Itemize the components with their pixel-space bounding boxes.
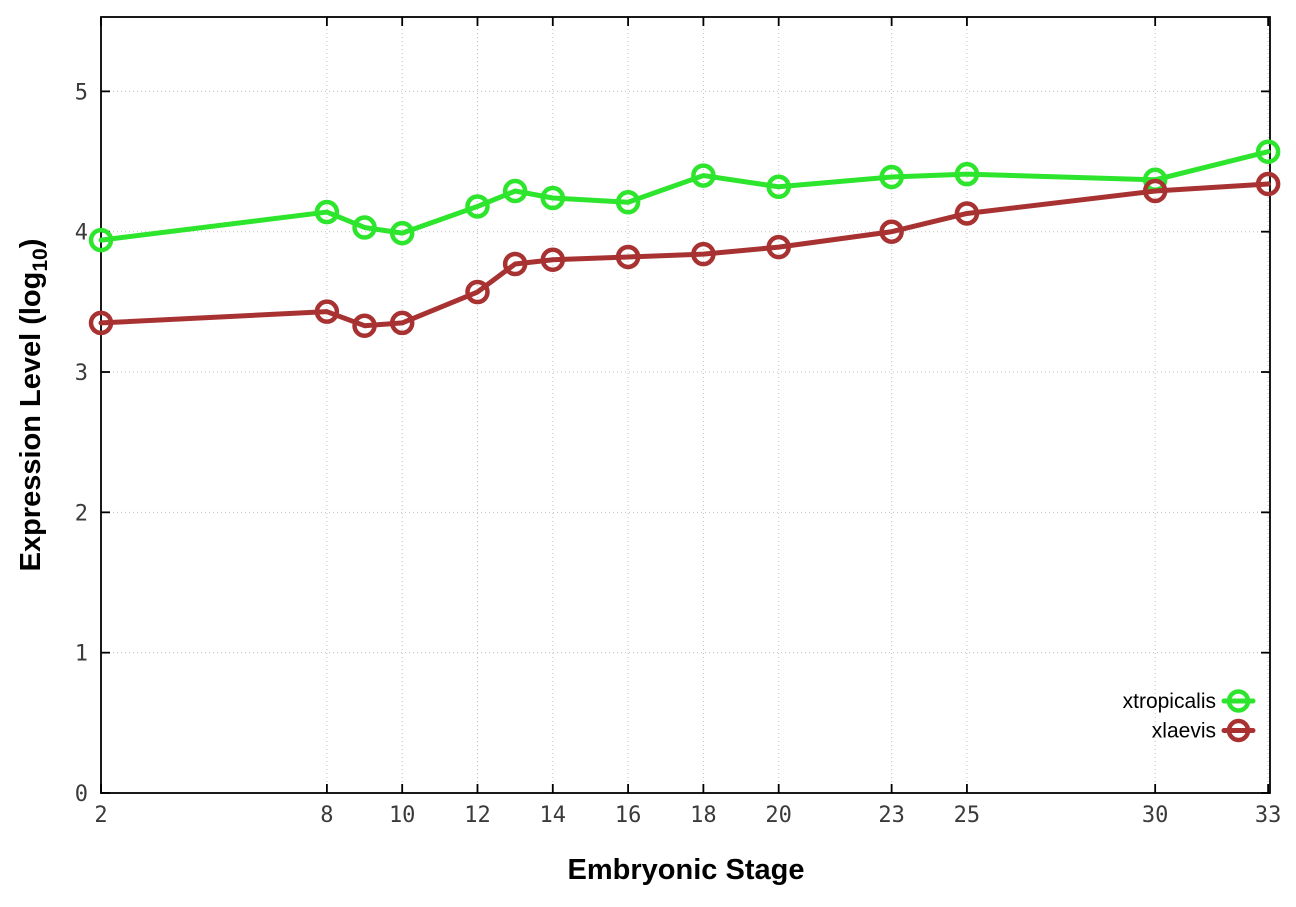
data-point-xlaevis [879,219,904,244]
plot-border [100,16,1271,794]
data-point-xlaevis [1142,178,1168,204]
x-tick-label: 10 [389,803,416,828]
legend-label-xlaevis: xlaevis [1152,720,1216,743]
legend-layer: xtropicalis xlaevis [1123,689,1256,743]
data-point-xlaevis [465,279,490,305]
data-point-xtropicalis [88,227,114,253]
data-point-xtropicalis [691,163,716,188]
x-tick-label: 8 [320,803,333,828]
data-point-xlaevis [691,241,716,267]
data-point-xlaevis [88,310,114,336]
data-point-xlaevis [540,247,566,273]
x-tick-label: 33 [1255,803,1282,828]
y-axis-title: Expression Level (log10) [15,239,52,572]
legend-marker-sample [1226,689,1251,713]
legend-marker-sample [1226,718,1251,743]
data-point-xlaevis [954,201,980,226]
data-point-xtropicalis [1255,139,1281,164]
series-line-xlaevis [98,181,1271,329]
y-axis-title-post: ) [15,239,47,249]
data-point-xtropicalis [352,215,377,240]
legend-label-xtropicalis: xtropicalis [1123,690,1216,713]
data-point-xlaevis [389,310,415,336]
data-point-xlaevis [352,313,377,338]
x-tick-label: 23 [878,803,905,828]
x-tick-label: 18 [690,803,717,828]
x-tick-label: 30 [1142,803,1169,828]
y-axis-title-subscript: 10 [29,248,52,271]
data-point-xlaevis [1255,171,1281,197]
data-point-xtropicalis [766,174,791,200]
y-axis-title-pre: Expression Level (log [15,272,47,572]
x-tick-label: 20 [765,803,792,828]
x-tick-label: 2 [94,803,107,828]
y-tick-label: 4 [75,221,88,246]
data-point-xlaevis [502,251,528,277]
data-point-xtropicalis [540,185,566,211]
data-point-xtropicalis [389,220,415,246]
y-tick-label: 1 [75,642,88,667]
data-point-xlaevis [615,244,641,270]
data-point-xtropicalis [615,189,641,215]
y-tick-label: 5 [75,80,88,105]
data-point-xtropicalis [314,199,340,225]
series-line-xtropicalis [98,149,1271,243]
data-point-xtropicalis [879,164,904,190]
x-tick-label: 25 [954,803,981,828]
y-tick-label: 0 [75,782,88,807]
x-tick-label: 12 [464,803,491,828]
series-layer [88,139,1281,338]
data-point-xtropicalis [465,194,490,219]
grid-layer [101,17,1270,793]
x-axis-title: Embryonic Stage [568,854,805,886]
data-point-xlaevis [766,234,791,260]
data-point-xtropicalis [502,178,528,204]
y-tick-label: 3 [75,361,88,386]
x-tick-label: 14 [540,803,567,828]
data-point-xtropicalis [954,161,980,187]
y-tick-label: 2 [75,501,88,526]
data-point-xlaevis [314,299,340,324]
x-tick-label: 16 [615,803,642,828]
